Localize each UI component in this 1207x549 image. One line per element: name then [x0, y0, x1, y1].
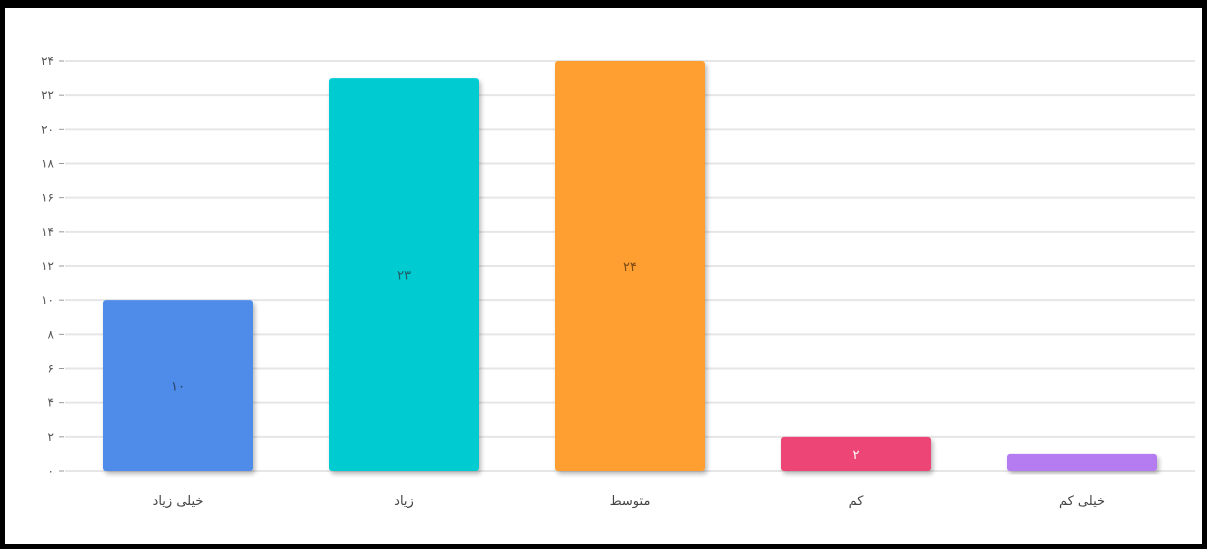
- bar[interactable]: [329, 78, 479, 471]
- category-label: متوسط: [610, 494, 651, 509]
- bar-data-label: ۲۴: [623, 260, 637, 275]
- y-tick-label: ۱۰: [41, 293, 54, 307]
- y-tick-label: ۲۲: [41, 88, 54, 102]
- y-tick-label: ۱۲: [41, 259, 54, 273]
- y-tick-label: ۰: [48, 464, 54, 478]
- category-label: کم: [849, 494, 865, 509]
- category-label: خیلی زیاد: [153, 494, 204, 509]
- bars: ۱۰ ۲۳ ۲۴ ۲: [103, 61, 1157, 471]
- y-tick-label: ۶: [48, 362, 54, 376]
- bar-data-label: ۲: [853, 448, 860, 463]
- y-tick-label: ۲: [48, 430, 54, 444]
- bar-data-label: ۱۰: [171, 380, 185, 395]
- y-tick-label: ۴: [48, 396, 54, 410]
- y-tick-label: ۸: [48, 327, 55, 341]
- category-label: خیلی کم: [1059, 494, 1105, 509]
- y-tick-label: ۱۴: [41, 225, 54, 239]
- bar[interactable]: [781, 436, 931, 471]
- bar[interactable]: [555, 61, 705, 471]
- x-axis: خیلی زیاد زیاد متوسط کم خیلی کم: [153, 494, 1105, 509]
- y-tick-label: ۱۸: [41, 157, 54, 171]
- bar-data-label: ۲۳: [397, 269, 411, 284]
- category-label: زیاد: [394, 494, 414, 509]
- bar[interactable]: [103, 300, 253, 471]
- y-tick-label: ۲۴: [41, 54, 54, 68]
- y-tick-label: ۱۶: [41, 191, 54, 205]
- bar[interactable]: [1007, 453, 1157, 471]
- y-tick-label: ۲۰: [41, 122, 54, 136]
